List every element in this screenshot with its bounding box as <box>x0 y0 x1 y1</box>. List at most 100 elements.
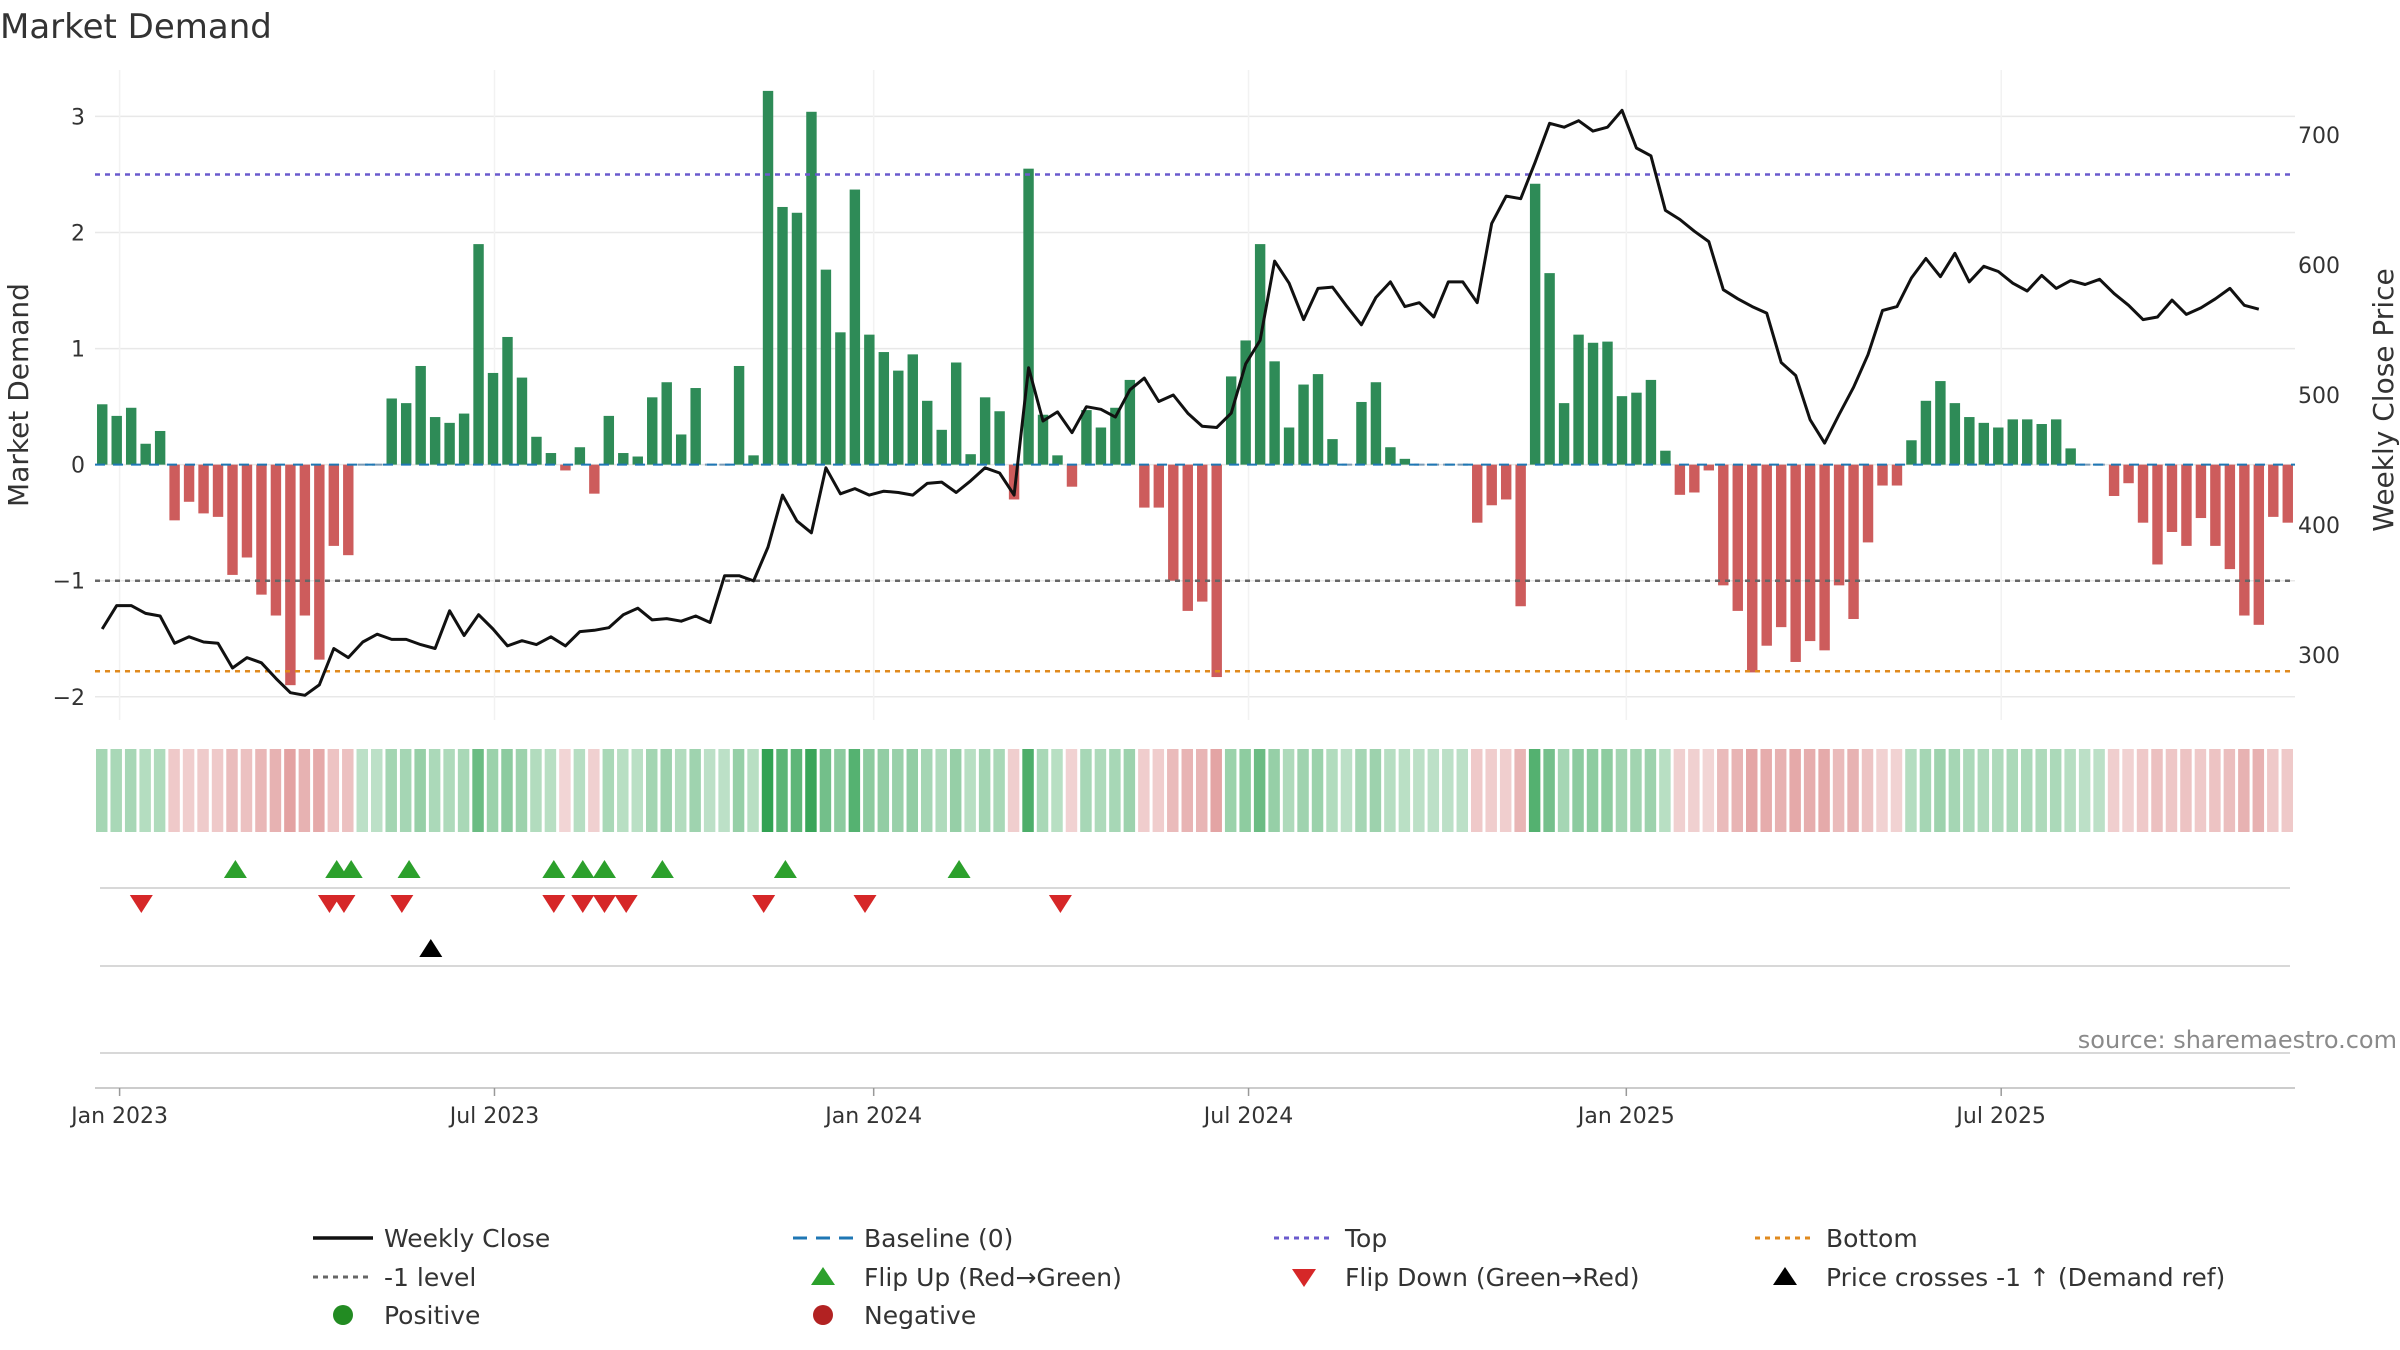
demand-bar <box>1124 379 1136 465</box>
demand-bar <box>1052 455 1063 465</box>
demand-bar <box>1920 400 1932 465</box>
demand-bar <box>285 464 296 686</box>
demand-bar <box>922 400 933 465</box>
heat-cell <box>457 749 470 832</box>
flip-up-marker <box>325 860 349 878</box>
heat-cell <box>892 749 904 832</box>
heat-cell <box>660 749 672 832</box>
legend-swatch <box>333 1305 353 1325</box>
demand-bar <box>1153 464 1165 508</box>
heat-cell <box>602 749 615 832</box>
demand-bar <box>212 464 224 517</box>
demand-bar <box>835 332 846 465</box>
heat-cell <box>834 749 846 832</box>
heat-cell <box>110 749 122 832</box>
heat-cell <box>964 749 976 832</box>
heat-cell <box>1528 749 1541 832</box>
heat-cell <box>428 749 441 832</box>
demand-bar <box>343 464 354 556</box>
heat-cell <box>906 749 918 832</box>
heat-cell <box>124 749 137 832</box>
demand-bar <box>2181 464 2192 546</box>
legend-label: Baseline (0) <box>864 1224 1013 1253</box>
demand-bar <box>1211 464 1222 678</box>
heat-cell <box>211 749 224 832</box>
demand-bar <box>1775 464 1787 628</box>
heat-cell <box>356 749 368 832</box>
heat-cell <box>1688 749 1700 832</box>
demand-bar <box>1139 464 1150 508</box>
heat-cell <box>1181 749 1193 832</box>
heat-cell <box>1442 749 1454 832</box>
heat-cell <box>1963 749 1975 832</box>
heat-cell <box>443 749 455 832</box>
heat-cell <box>1340 749 1353 832</box>
demand-bar <box>1414 463 1425 466</box>
heat-cell <box>1138 749 1150 832</box>
demand-bar <box>2022 419 2033 465</box>
demand-bar <box>1197 464 1208 602</box>
demand-bar <box>2239 464 2250 616</box>
left-tick-label: 2 <box>71 222 85 247</box>
demand-heat-strip <box>96 749 2293 832</box>
demand-bar <box>400 403 412 465</box>
heat-cell <box>544 749 557 832</box>
demand-bar <box>2282 464 2293 523</box>
demand-bar <box>1385 447 1396 465</box>
x-tick-label: Jul 2023 <box>448 1104 540 1129</box>
heat-cell <box>1601 749 1613 832</box>
demand-bar <box>458 413 470 465</box>
demand-bar <box>2166 464 2178 532</box>
demand-bar <box>2224 464 2236 570</box>
demand-bar <box>675 434 687 465</box>
demand-bar <box>2137 464 2149 523</box>
demand-bar <box>1848 464 1859 620</box>
heat-cell <box>1297 749 1309 832</box>
left-axis-title: Market Demand <box>2 283 35 507</box>
demand-bar <box>1110 407 1121 465</box>
heat-cell <box>1615 749 1628 832</box>
demand-bar <box>1312 374 1324 465</box>
demand-bar <box>762 90 774 465</box>
chart-title: Market Demand <box>0 7 272 47</box>
flip-down-marker <box>542 895 566 913</box>
heat-cell <box>240 749 253 832</box>
flip-up-marker <box>223 860 247 878</box>
demand-bar <box>1674 464 1686 495</box>
heat-cell <box>573 749 586 832</box>
demand-bar <box>791 212 803 465</box>
heat-cell <box>2267 749 2279 832</box>
demand-bar <box>589 464 600 494</box>
x-tick-label: Jan 2025 <box>1576 1104 1675 1129</box>
flip-up-marker <box>947 860 971 878</box>
heat-cell <box>399 749 412 832</box>
demand-bar <box>314 464 325 660</box>
demand-bar <box>1761 464 1772 646</box>
demand-bar <box>1645 379 1657 465</box>
heat-cell <box>1803 749 1816 832</box>
demand-bar <box>1298 384 1309 465</box>
heat-cell <box>1572 749 1584 832</box>
heat-cell <box>472 749 484 832</box>
x-tick-label: Jul 2024 <box>1202 1104 1294 1129</box>
heat-cell <box>2078 749 2091 832</box>
heat-cell <box>1485 749 1497 832</box>
demand-bar <box>1254 244 1266 465</box>
demand-bar <box>618 453 629 465</box>
demand-bar <box>1457 463 1468 466</box>
heat-cell <box>848 749 861 832</box>
heat-cell <box>2223 749 2236 832</box>
left-axis-ticks: 3 2 1 0 −1 −2 <box>53 105 85 710</box>
legend-swatch <box>1773 1267 1797 1285</box>
heat-cell <box>559 749 571 832</box>
demand-bar <box>1703 464 1715 471</box>
demand-bar <box>965 454 976 465</box>
demand-bar <box>2123 464 2134 484</box>
heat-cell <box>313 749 325 832</box>
demand-bar <box>198 464 209 514</box>
demand-bar <box>2007 419 2018 465</box>
x-axis-ticks: Jan 2023 Jul 2023 Jan 2024 Jul 2024 Jan 2025… <box>69 1088 2046 1129</box>
legend-label: Bottom <box>1826 1224 1918 1253</box>
demand-bar <box>560 464 571 471</box>
